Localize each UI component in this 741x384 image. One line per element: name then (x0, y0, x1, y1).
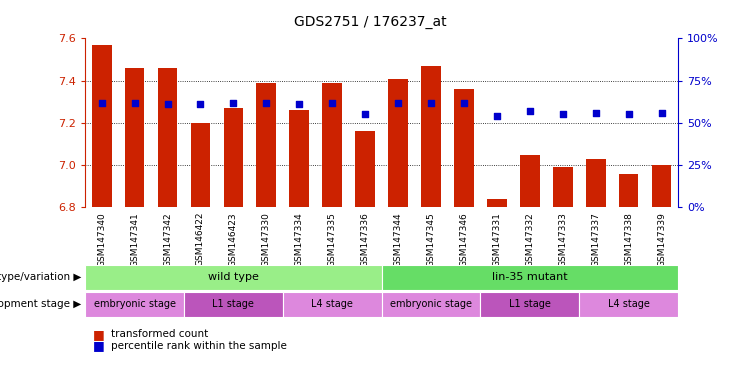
Point (293, 101, 305, 108)
Text: genotype/variation ▶: genotype/variation ▶ (0, 272, 82, 283)
Text: GSM147330: GSM147330 (262, 212, 271, 267)
Point (162, 101, 173, 108)
Bar (124, 68, 144, 207)
Text: GSM146422: GSM146422 (196, 212, 205, 266)
Text: ■: ■ (93, 328, 108, 341)
Bar (619, 174, 639, 207)
Text: GSM147336: GSM147336 (361, 212, 370, 267)
Text: GSM147333: GSM147333 (558, 212, 568, 267)
Text: GSM147341: GSM147341 (130, 212, 139, 267)
Text: GSM147344: GSM147344 (393, 212, 402, 266)
Bar (480, 292, 579, 317)
Text: GSM147335: GSM147335 (328, 212, 336, 267)
Bar (553, 167, 573, 207)
Text: GSM147332: GSM147332 (525, 212, 534, 267)
Text: GSM147340: GSM147340 (97, 212, 106, 267)
Point (622, 111, 634, 118)
Bar (290, 110, 309, 207)
Point (656, 110, 668, 116)
Point (129, 99, 141, 106)
Bar (454, 89, 473, 207)
Text: L1 stage: L1 stage (213, 299, 254, 310)
Bar (92, 45, 112, 207)
Bar (85, 292, 184, 317)
Text: transformed count: transformed count (111, 329, 208, 339)
Bar (158, 68, 177, 207)
Point (458, 99, 470, 106)
Point (590, 110, 602, 116)
Text: GSM147342: GSM147342 (163, 212, 172, 266)
Point (392, 99, 404, 106)
Text: L4 stage: L4 stage (311, 299, 353, 310)
Text: percentile rank within the sample: percentile rank within the sample (111, 341, 287, 351)
Bar (421, 66, 441, 207)
Point (260, 99, 272, 106)
Bar (382, 265, 678, 290)
Bar (586, 159, 605, 207)
Text: wild type: wild type (208, 272, 259, 283)
Bar (355, 131, 375, 207)
Bar (184, 292, 283, 317)
Point (524, 108, 536, 114)
Text: L4 stage: L4 stage (608, 299, 650, 310)
Bar (283, 292, 382, 317)
Point (491, 113, 503, 119)
Bar (388, 78, 408, 207)
Text: lin-35 mutant: lin-35 mutant (492, 272, 568, 283)
Bar (256, 83, 276, 207)
Text: GSM147346: GSM147346 (459, 212, 468, 267)
Point (195, 101, 207, 108)
Bar (85, 265, 382, 290)
Bar (651, 165, 671, 207)
Bar (487, 199, 507, 207)
Text: development stage ▶: development stage ▶ (0, 299, 82, 310)
Bar (382, 292, 480, 317)
Bar (579, 292, 678, 317)
Bar (322, 83, 342, 207)
Point (96, 99, 107, 106)
Point (425, 99, 437, 106)
Text: ■: ■ (93, 339, 108, 352)
Text: GSM147338: GSM147338 (624, 212, 633, 267)
Text: GSM147337: GSM147337 (591, 212, 600, 267)
Bar (520, 154, 539, 207)
Text: GSM147334: GSM147334 (295, 212, 304, 267)
Bar (224, 108, 243, 207)
Text: GDS2751 / 176237_at: GDS2751 / 176237_at (294, 15, 447, 29)
Point (326, 99, 338, 106)
Point (556, 111, 568, 118)
Text: GSM147339: GSM147339 (657, 212, 666, 267)
Text: embryonic stage: embryonic stage (390, 299, 472, 310)
Point (359, 111, 371, 118)
Text: GSM147345: GSM147345 (427, 212, 436, 267)
Text: GSM146423: GSM146423 (229, 212, 238, 266)
Text: L1 stage: L1 stage (509, 299, 551, 310)
Point (227, 99, 239, 106)
Text: embryonic stage: embryonic stage (93, 299, 176, 310)
Text: GSM147331: GSM147331 (492, 212, 502, 267)
Bar (190, 123, 210, 207)
